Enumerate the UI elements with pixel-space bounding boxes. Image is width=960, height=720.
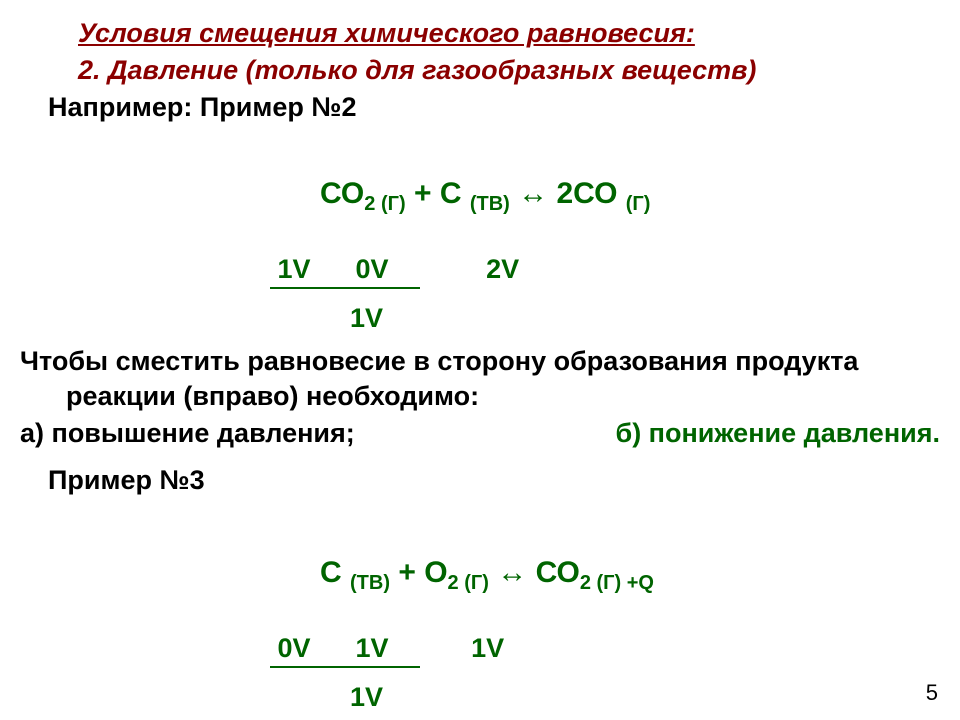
slide: Условия смещения химического равновесия:… — [0, 0, 960, 720]
example-2-label: Например: Пример №2 — [48, 92, 940, 123]
body-line-2: реакции (вправо) необходимо: — [66, 379, 940, 414]
equation-2-block: СО2 (Г) + С (ТВ) ↔ 2СО (Г) 1V 0V 2V 1V — [270, 143, 940, 334]
eq2-volumes: 1V 0V 2V — [270, 254, 940, 285]
eq3-product: СО — [536, 556, 580, 589]
eq2-sum: 1V — [350, 303, 940, 334]
eq3-volumes: 0V 1V 1V — [270, 633, 940, 664]
eq2-product-sub: (Г) — [626, 193, 651, 215]
option-a: а) повышение давления; — [20, 418, 355, 449]
heading-conditions: Условия смещения химического равновесия: — [78, 18, 940, 49]
eq3-arrow: ↔ — [489, 556, 536, 589]
eq2-product: 2СО — [556, 177, 625, 210]
eq3-sum-line — [270, 666, 420, 668]
eq2-reactant1-sub: 2 (Г) — [364, 193, 405, 215]
options-row: а) повышение давления; б) понижение давл… — [20, 418, 960, 449]
eq2-plus: + — [406, 177, 440, 210]
eq3-reactant2-sub: 2 (Г) — [448, 572, 489, 594]
eq3-reactant2: О — [424, 556, 447, 589]
eq3-reactant1: С — [320, 556, 350, 589]
body-line-1: Чтобы сместить равновесие в сторону обра… — [20, 346, 858, 376]
eq2-sum-line — [270, 287, 420, 289]
example-3-label: Пример №3 — [48, 465, 940, 496]
heading-pressure: 2. Давление (только для газообразных вещ… — [78, 55, 940, 86]
option-b: б) понижение давления. — [616, 418, 940, 449]
eq3-plus: + — [390, 556, 424, 589]
eq2-arrow: ↔ — [510, 177, 557, 210]
eq2-reactant1: СО — [320, 177, 364, 210]
eq3-product-sub: 2 (Г) +Q — [580, 572, 654, 594]
body-text-1: Чтобы сместить равновесие в сторону обра… — [20, 344, 940, 414]
eq3-reactant1-sub: (ТВ) — [350, 572, 390, 594]
eq3-sum: 1V — [350, 682, 940, 713]
page-number: 5 — [926, 680, 938, 706]
equation-3: С (ТВ) + О2 (Г) ↔ СО2 (Г) +Q — [270, 522, 940, 629]
eq2-reactant2-sub: (ТВ) — [470, 193, 510, 215]
eq2-reactant2: С — [440, 177, 470, 210]
equation-2: СО2 (Г) + С (ТВ) ↔ 2СО (Г) — [270, 143, 940, 250]
equation-3-block: С (ТВ) + О2 (Г) ↔ СО2 (Г) +Q 0V 1V 1V 1V — [270, 522, 940, 713]
